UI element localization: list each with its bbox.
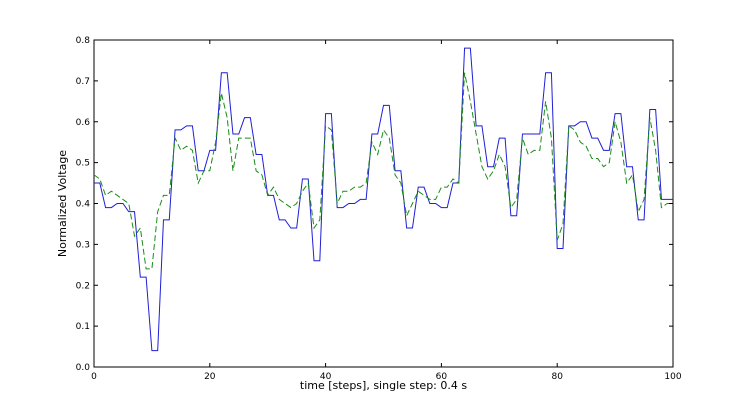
ticks-layer: 0 20 40 60 80 100 0.0 0.1 0.2 0.3 0.4 0.5 0.6 0.7 0.8 xyxy=(76,36,682,382)
series-line-2 xyxy=(93,72,673,270)
y-tick-label: 0.8 xyxy=(76,36,91,46)
y-tick-label: 0.1 xyxy=(76,322,90,332)
x-axis-label: time [steps], single step: 0.4 s xyxy=(300,379,467,392)
series-layer xyxy=(93,47,673,352)
y-tick-label: 0.5 xyxy=(76,159,90,169)
series-line-1 xyxy=(94,47,673,352)
y-tick-label: 0.3 xyxy=(76,240,90,250)
plot-frame xyxy=(93,39,674,368)
x-tick-label: 40 xyxy=(320,372,332,382)
y-tick-label: 0.0 xyxy=(76,363,91,373)
y-tick-label: 0.6 xyxy=(76,118,91,128)
plot-area xyxy=(93,39,674,368)
y-tick-label: 0.7 xyxy=(76,77,90,87)
x-tick-label: 0 xyxy=(91,372,97,382)
x-tick-label: 60 xyxy=(436,372,448,382)
x-tick-label: 100 xyxy=(664,372,681,382)
x-tick-label: 20 xyxy=(204,372,216,382)
y-tick-label: 0.2 xyxy=(76,281,90,291)
x-tick-label: 80 xyxy=(551,372,563,382)
y-tick-label: 0.4 xyxy=(76,200,91,210)
y-axis-label: Normalized Voltage xyxy=(56,150,69,257)
